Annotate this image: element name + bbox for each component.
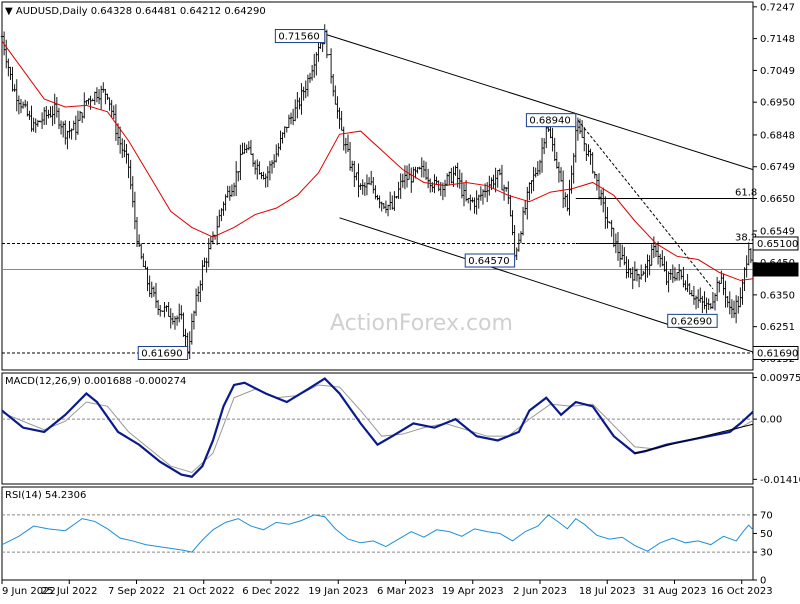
price-badge [752,236,799,251]
price-badge [752,262,799,277]
price-y-tick-label: 0.7247 [760,2,795,13]
price-annotation-label: 0.62690 [671,316,712,327]
price-y-tick-label: 0.6848 [760,130,795,141]
x-tick-label: 19 Apr 2023 [442,586,504,597]
x-tick-label: 6 Dec 2022 [242,586,300,597]
price-header-label: ▼ AUDUSD,Daily 0.64328 0.64481 0.64212 0… [5,6,266,17]
panel-frame-rsi [1,486,754,581]
rsi-label: RSI(14) 54.2306 [5,490,86,501]
x-tick-label: 2 Jun 2023 [513,586,567,597]
price-badge-label: 0.65100 [757,239,798,250]
price-bar [327,54,331,56]
rsi-y-tick-label: 70 [760,510,773,521]
price-annotation-box [274,29,326,44]
price-badge [752,345,799,360]
price-y-tick-label: 0.6251 [760,322,795,333]
panel-frame-macd [1,372,754,485]
channel-lower-line [339,217,754,353]
macd-y-tick-label: -0.014107 [760,475,800,486]
price-y-tick-label: 0.6749 [760,162,795,173]
dashed-trend-line [577,119,714,290]
macd-y-tick-label: 0.00 [760,415,782,426]
panel-frame-price [1,1,754,371]
price-annotation-box [525,113,577,128]
price-y-tick-label: 0.7049 [760,66,795,77]
moving-average-line [1,40,754,281]
price-annotation-label: 0.64570 [468,256,509,267]
rsi-line [1,514,754,553]
macd-signal-line [1,384,754,474]
price-annotation-box [667,313,718,328]
price-badge-label: 0.64290 [757,265,798,276]
x-tick-label: 7 Sep 2022 [108,586,165,597]
macd-trendline [634,423,754,454]
rsi-y-tick-label: 0 [760,576,766,587]
watermark: ActionForex.com [330,311,513,336]
macd-y-tick-label: 0.009751 [760,373,800,384]
price-annotation-label: 0.68940 [529,116,570,127]
x-tick-label: 9 Jun 2022 [2,586,56,597]
x-tick-label: 16 Oct 2023 [711,586,773,597]
price-annotation-box [464,253,516,268]
x-tick-label: 21 Oct 2022 [173,586,235,597]
macd-line [1,377,754,478]
price-y-tick-label: 0.6350 [760,290,795,301]
rsi-y-tick-label: 50 [760,529,773,540]
price-y-tick-label: 0.7148 [760,34,795,45]
price-y-tick-label: 0.6650 [760,194,795,205]
price-y-tick-label: 0.6549 [760,226,795,237]
x-tick-label: 6 Mar 2023 [377,586,434,597]
x-tick-label: 31 Aug 2023 [642,586,706,597]
price-badge-label: 0.61690 [757,348,798,359]
rsi-y-tick-label: 30 [760,548,773,559]
price-annotation-label: 0.71560 [278,32,319,43]
x-tick-label: 25 Jul 2022 [41,586,98,597]
price-annotation-label: 0.61690 [141,348,182,359]
price-bars [0,24,755,359]
price-annotation-box [137,345,189,360]
fib-label: 38.2 [735,232,757,243]
channel-upper-line [326,34,754,171]
x-tick-label: 19 Jan 2023 [308,586,368,597]
price-y-tick-label: 0.6950 [760,98,795,109]
x-tick-label: 18 Jul 2023 [579,586,636,597]
fib-label: 61.8 [735,188,757,199]
macd-label: MACD(12,26,9) 0.001688 -0.000274 [5,376,186,387]
